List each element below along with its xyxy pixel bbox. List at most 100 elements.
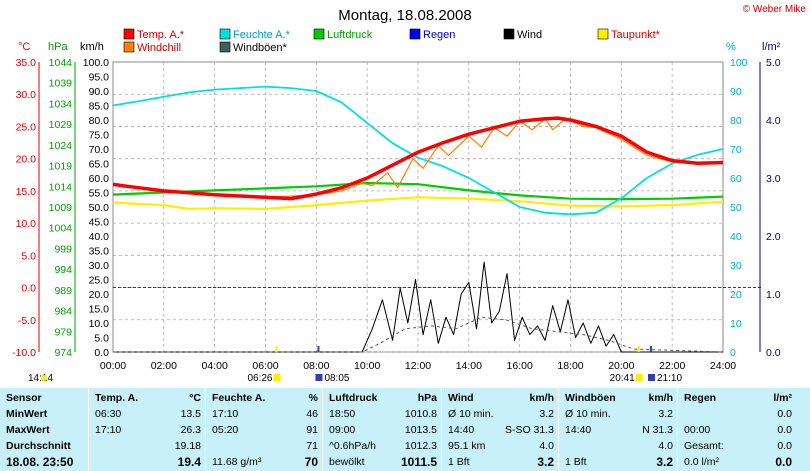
legend: Temp. A.* Feuchte A.* Luftdruck Regen Wind Ta…: [123, 28, 661, 54]
humidity-min-time: 17:10: [212, 408, 239, 420]
x-tick-label: 02:00: [151, 360, 177, 372]
humidity-tick-label: 50: [730, 202, 742, 214]
temp-tick-label: 25.0: [16, 121, 37, 133]
gust-avg10-value: 3.2: [658, 408, 673, 420]
rain-unit: l/m²: [773, 392, 792, 404]
gust-bft: 1 Bft: [565, 456, 587, 468]
wind-run: 95.1 km: [448, 440, 486, 452]
x-tick-label: 20:00: [608, 360, 634, 372]
humidity-max-value: 91: [306, 424, 318, 436]
legend-label: Luftdruck: [327, 29, 373, 41]
rain-tick-label: 2.0: [766, 231, 781, 243]
pressure-current-value: 1011.5: [400, 455, 437, 469]
x-tick-label: 24:00: [710, 360, 736, 372]
wind-tick-label: 75.0: [89, 130, 110, 142]
pressure-tick-label: 1039: [49, 78, 73, 90]
wind-tick-label: 60.0: [89, 173, 110, 185]
humidity-current-value: 70: [304, 455, 318, 469]
sun-icon: [41, 375, 47, 381]
pressure-avg-value: 1012.3: [404, 440, 437, 452]
legend-label: Regen: [423, 29, 455, 41]
gust-header: Windböen: [565, 392, 616, 404]
pressure-tick-label: 1034: [49, 98, 73, 110]
temp-tick-label: 35.0: [16, 57, 37, 69]
x-tick-label: 00:00: [100, 360, 126, 372]
stats-table: Sensor MinWert MaxWert Durchschnitt 18.0…: [0, 388, 810, 471]
rain-today: 0.0 l/m²: [684, 456, 720, 468]
gust-max-time: 14:40: [565, 424, 592, 436]
x-tick-label: 14:00: [456, 360, 482, 372]
legend-label: Windchill: [137, 42, 181, 54]
wind-unit: km/h: [529, 392, 554, 404]
pressure-tick-label: 984: [54, 306, 72, 318]
temp-current-value: 19.4: [177, 455, 201, 469]
moonset-icon: [647, 374, 655, 381]
temp-min-value: 13.5: [180, 408, 201, 420]
legend-swatch: [219, 41, 231, 53]
legend-swatch: [313, 28, 325, 40]
wind-tick-label: 100.0: [83, 57, 109, 69]
rain-current-value: 0.0: [775, 455, 792, 469]
pressure-tick-label: 1044: [49, 57, 73, 69]
pressure-tick-label: 974: [54, 347, 72, 359]
wind-tick-label: 25.0: [89, 275, 110, 287]
wind-max-time: 14:40: [448, 424, 475, 436]
rain-tick-label: 5.0: [766, 57, 781, 69]
wind-tick-label: 40.0: [89, 231, 110, 243]
temp-column: Temp. A. °C 06:30 13.5 17:10 26.3 19.18 19.…: [89, 388, 205, 471]
pressure-tick-label: 999: [54, 243, 72, 255]
axes: 35.0 30.0 25.0 20.0 15.0 10.0 5.0 0.0 -5.0 -10.0 1…: [12, 41, 781, 372]
humidity-tick-label: 20: [730, 289, 742, 301]
temp-tick-label: 20.0: [16, 154, 37, 166]
series-line-feuchte-a-: [112, 85, 724, 216]
humidity-tick-label: 70: [730, 144, 742, 156]
temp-min-time: 06:30: [95, 408, 122, 420]
humidity-unit: %: [308, 392, 318, 404]
humidity-axis-label: %: [726, 41, 736, 53]
wind-avg-value: 4.0: [539, 440, 554, 452]
pressure-max-value: 1013.5: [404, 424, 437, 436]
rain-total-value: 0.0: [777, 440, 792, 452]
humidity-tick-label: 0: [730, 347, 736, 359]
temp-unit: °C: [189, 392, 201, 404]
rain-total-label: Gesamt:: [684, 440, 724, 452]
rain-tick-label: 3.0: [766, 173, 781, 185]
series-line-taupunkt: [112, 196, 724, 210]
pressure-tick-label: 994: [54, 264, 72, 276]
rain-tick-label: 1.0: [766, 289, 781, 301]
chart-title: Montag, 18.08.2008: [338, 7, 471, 24]
sunrise-time: 06:26: [247, 373, 272, 384]
wind-tick-label: 85.0: [89, 101, 110, 113]
x-tick-label: 08:00: [303, 360, 329, 372]
max-label: MaxWert: [6, 424, 50, 436]
legend-swatch: [503, 28, 515, 40]
copyright-text: © Weber Mike: [743, 4, 807, 15]
temp-tick-label: 5.0: [21, 250, 36, 262]
wind-tick-label: 55.0: [89, 188, 110, 200]
pressure-max-time: 09:00: [329, 424, 356, 436]
legend-swatch: [123, 28, 135, 40]
pressure-axis-label: hPa: [48, 41, 68, 53]
humidity-column: Feuchte A.% 17:10 46 05:20 91 71 11.68 g/m…: [206, 388, 322, 471]
grid: [112, 61, 761, 353]
temp-tick-label: -5.0: [18, 315, 36, 327]
temp-tick-label: 10.0: [16, 218, 37, 230]
gust-avg-value: 4.0: [658, 440, 673, 452]
gust-avg-label: Ø 10 min.: [565, 408, 611, 420]
legend-label: Taupunkt*: [611, 29, 661, 41]
humidity-min-value: 46: [306, 408, 318, 420]
wind-tick-label: 45.0: [89, 217, 110, 229]
series-line-wind-10min: [113, 316, 724, 353]
wind-tick-label: 10.0: [89, 318, 110, 330]
sunset-time: 20:41: [610, 373, 635, 384]
temp-max-value: 26.3: [180, 424, 201, 436]
rain-column: Regen l/m² 0.0 00:00 0.0 Gesamt: 0.0 0.0 l/…: [678, 388, 796, 471]
rain-tick-label: 0.0: [766, 347, 781, 359]
pressure-tick-label: 1009: [49, 202, 73, 214]
legend-label: Feuchte A.*: [233, 29, 291, 41]
pressure-tick-label: 979: [54, 326, 72, 338]
pressure-tick-label: 1004: [49, 223, 73, 235]
legend-swatch: [219, 28, 231, 40]
x-tick-label: 12:00: [405, 360, 431, 372]
temp-header: Temp. A.: [95, 392, 139, 404]
